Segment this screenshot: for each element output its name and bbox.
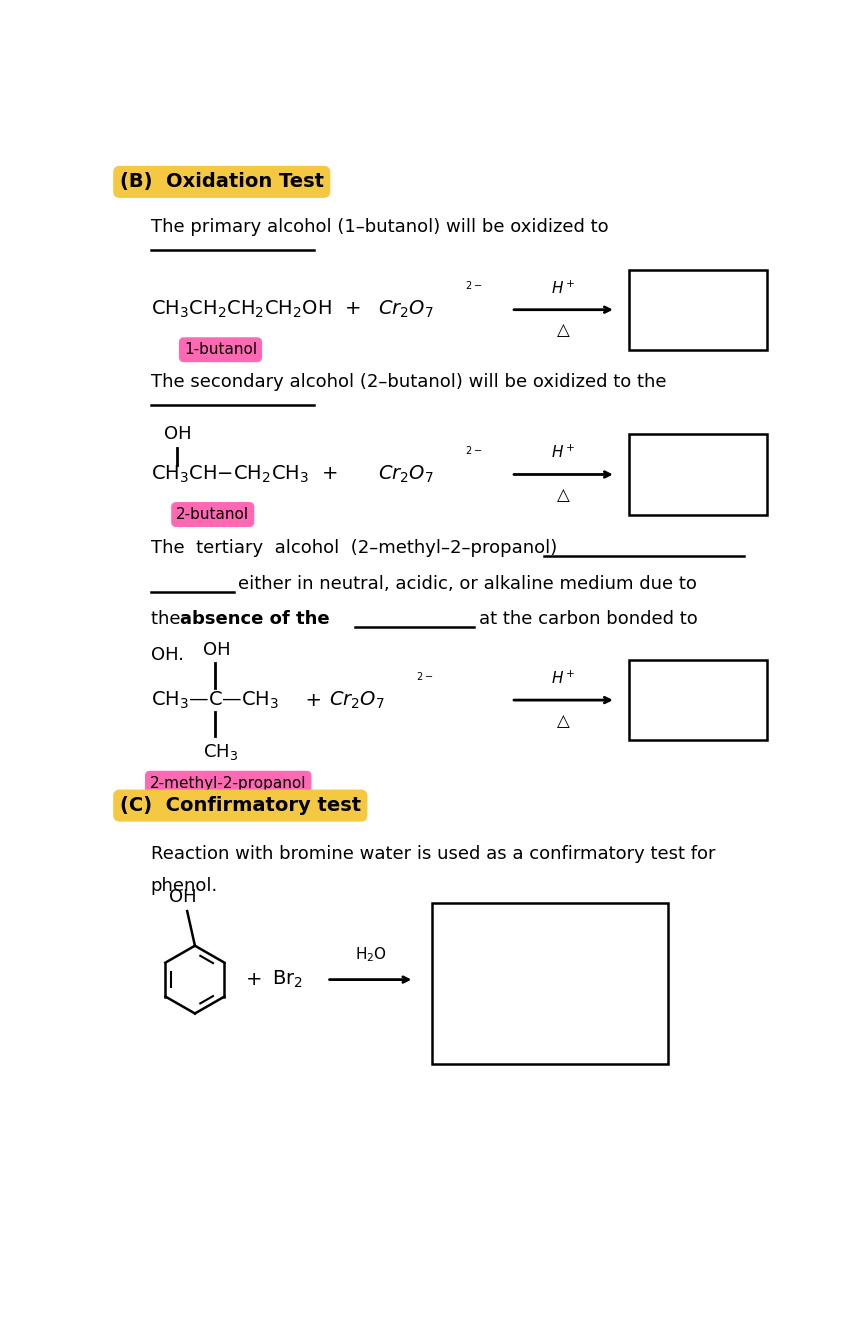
Text: Br$_2$: Br$_2$ — [272, 969, 304, 990]
Text: OH.: OH. — [151, 645, 183, 664]
Bar — [629, 270, 767, 350]
Text: (C)  Confirmatory test: (C) Confirmatory test — [119, 796, 361, 815]
Text: $H^+$: $H^+$ — [551, 669, 576, 687]
Text: $H^+$: $H^+$ — [551, 444, 576, 461]
Text: The primary alcohol (1–butanol) will be oxidized to: The primary alcohol (1–butanol) will be … — [151, 218, 608, 235]
Text: 2-butanol: 2-butanol — [176, 508, 249, 522]
Text: CH$_3$—C—CH$_3$: CH$_3$—C—CH$_3$ — [151, 689, 279, 711]
Text: CH$_3$: CH$_3$ — [202, 743, 238, 763]
Bar — [432, 903, 669, 1065]
Text: $\mathit{Cr}_2O_7$: $\mathit{Cr}_2O_7$ — [378, 464, 433, 485]
Text: Reaction with bromine water is used as a confirmatory test for: Reaction with bromine water is used as a… — [151, 846, 715, 863]
Text: +: + — [246, 970, 263, 989]
Text: +: + — [292, 691, 322, 709]
Text: CH$_3$CH$-$CH$_2$CH$_3$  +: CH$_3$CH$-$CH$_2$CH$_3$ + — [151, 464, 337, 485]
Text: 2-methyl-2-propanol: 2-methyl-2-propanol — [150, 776, 306, 791]
Text: $△$: $△$ — [556, 321, 571, 339]
Text: 1-butanol: 1-butanol — [184, 342, 257, 357]
Text: OH: OH — [164, 425, 191, 444]
Text: The  tertiary  alcohol  (2–methyl–2–propanol): The tertiary alcohol (2–methyl–2–propano… — [151, 540, 557, 557]
Text: at the carbon bonded to: at the carbon bonded to — [478, 611, 697, 628]
Text: the: the — [151, 611, 186, 628]
Text: H$_2$O: H$_2$O — [355, 946, 387, 965]
Text: $\mathit{Cr}_2O_7$: $\mathit{Cr}_2O_7$ — [329, 689, 385, 711]
Text: $H^+$: $H^+$ — [551, 279, 576, 297]
Text: The secondary alcohol (2–butanol) will be oxidized to the: The secondary alcohol (2–butanol) will b… — [151, 373, 666, 391]
Text: OH: OH — [170, 888, 197, 906]
Bar — [629, 660, 767, 740]
Text: phenol.: phenol. — [151, 878, 218, 895]
Text: OH: OH — [202, 641, 230, 659]
Text: $^{2-}$: $^{2-}$ — [465, 446, 482, 460]
Text: $△$: $△$ — [556, 486, 571, 504]
Text: $\mathit{Cr}_2O_7$: $\mathit{Cr}_2O_7$ — [378, 299, 433, 321]
Text: either in neutral, acidic, or alkaline medium due to: either in neutral, acidic, or alkaline m… — [239, 574, 697, 593]
Text: $^{2-}$: $^{2-}$ — [465, 281, 482, 295]
Text: CH$_3$CH$_2$CH$_2$CH$_2$OH  +: CH$_3$CH$_2$CH$_2$CH$_2$OH + — [151, 299, 361, 321]
Text: (B)  Oxidation Test: (B) Oxidation Test — [119, 172, 324, 191]
Text: absence of the: absence of the — [180, 611, 330, 628]
Text: $^{2-}$: $^{2-}$ — [416, 672, 433, 685]
Bar — [629, 434, 767, 514]
Text: $△$: $△$ — [556, 712, 571, 729]
